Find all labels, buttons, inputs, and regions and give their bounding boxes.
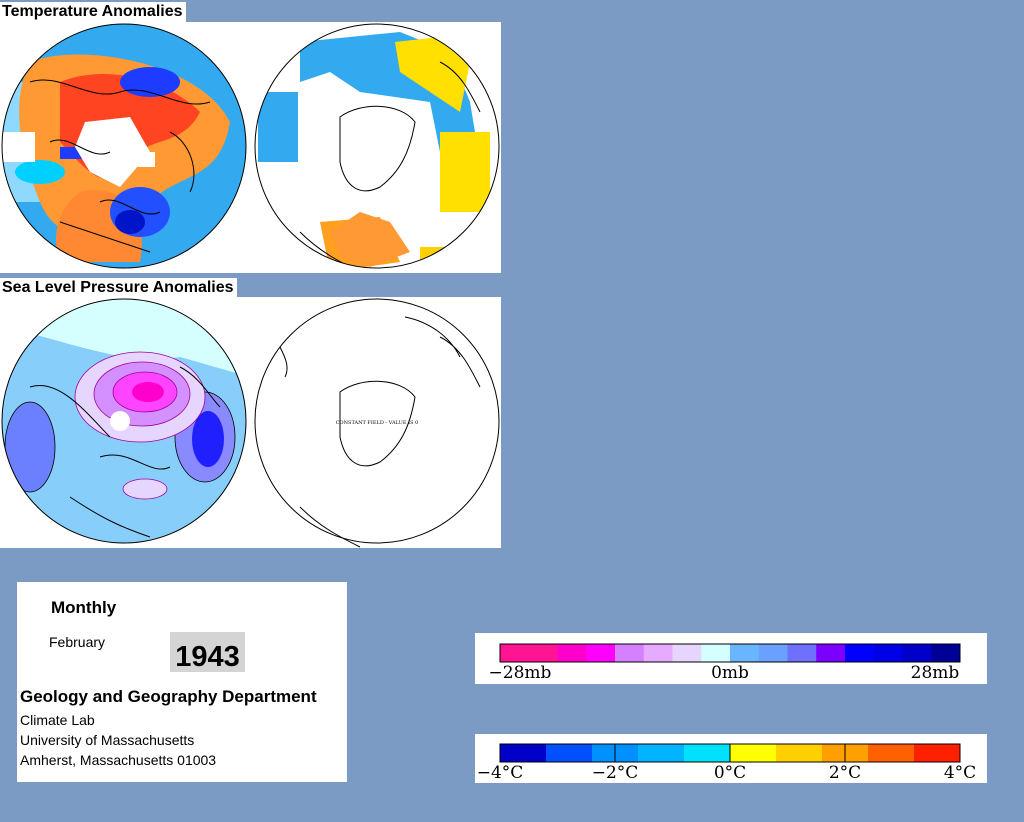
- info-box: Monthly February 1943 Geology and Geogra…: [17, 582, 347, 782]
- pressure-title: Sea Level Pressure Anomalies: [0, 278, 237, 298]
- temperature-label-plus2: 2°C: [829, 763, 861, 783]
- pressure-legend-swatch: [730, 644, 760, 662]
- temperature-label-minus4: −4°C: [477, 763, 524, 783]
- department-name: Geology and Geography Department: [20, 687, 317, 706]
- pressure-legend-swatch: [701, 644, 731, 662]
- temperature-label-zero: 0°C: [714, 763, 746, 783]
- pressure-legend-swatch: [845, 644, 875, 662]
- pressure-legend-swatch: [787, 644, 817, 662]
- temperature-legend-swatch: [868, 744, 915, 762]
- temperature-legend-swatch: [638, 744, 685, 762]
- pressure-legend-swatch: [586, 644, 616, 662]
- temperature-legend-swatch: [500, 744, 547, 762]
- pressure-legend-swatch: [643, 644, 673, 662]
- pressure-legend-swatch: [816, 644, 846, 662]
- pressure-legend-swatch: [931, 644, 961, 662]
- pressure-legend-swatch: [500, 644, 530, 662]
- temperature-map-panel: [0, 22, 501, 273]
- year-display: 1943: [170, 632, 245, 673]
- southern-hemisphere-temperature-map: [255, 24, 499, 268]
- temperature-legend-swatch: [914, 744, 961, 762]
- temperature-label-plus4: 4°C: [944, 763, 976, 783]
- constant-field-label: CONSTANT FIELD - VALUE IS 0: [336, 420, 419, 426]
- temperature-legend-swatch: [546, 744, 593, 762]
- pressure-legend-swatch: [873, 644, 903, 662]
- pressure-label-max: 28mb: [911, 663, 960, 683]
- frequency-label: Monthly: [51, 598, 117, 617]
- southern-hemisphere-pressure-map: CONSTANT FIELD - VALUE IS 0: [254, 298, 500, 548]
- pressure-legend-swatch: [902, 644, 932, 662]
- pressure-legend-swatch: [758, 644, 788, 662]
- northern-hemisphere-temperature-map: [2, 24, 246, 268]
- pressure-legend-swatch: [672, 644, 702, 662]
- temperature-legend: −4°C −2°C 0°C 2°C 4°C: [475, 734, 987, 783]
- temperature-legend-swatch: [776, 744, 823, 762]
- pressure-legend-swatch: [615, 644, 645, 662]
- temperature-color-bar: [500, 744, 961, 762]
- temperature-label-minus2: −2°C: [592, 763, 639, 783]
- pressure-label-min: −28mb: [489, 663, 552, 683]
- university-name: University of Massachusetts: [20, 732, 195, 748]
- pressure-legend-swatch: [557, 644, 587, 662]
- temperature-legend-swatch: [684, 744, 731, 762]
- pressure-label-zero: 0mb: [711, 663, 749, 683]
- pressure-legend-swatch: [528, 644, 558, 662]
- pressure-map-panel: CONSTANT FIELD - VALUE IS 0: [0, 297, 501, 548]
- temperature-title: Temperature Anomalies: [0, 2, 186, 22]
- month-label: February: [49, 634, 106, 650]
- lab-name: Climate Lab: [20, 712, 95, 728]
- northern-hemisphere-pressure-map: [2, 299, 246, 543]
- pressure-legend: −28mb 0mb 28mb: [475, 633, 987, 684]
- temperature-legend-swatch: [730, 744, 777, 762]
- address-line: Amherst, Massachusetts 01003: [20, 752, 217, 768]
- pressure-color-bar: [500, 644, 961, 662]
